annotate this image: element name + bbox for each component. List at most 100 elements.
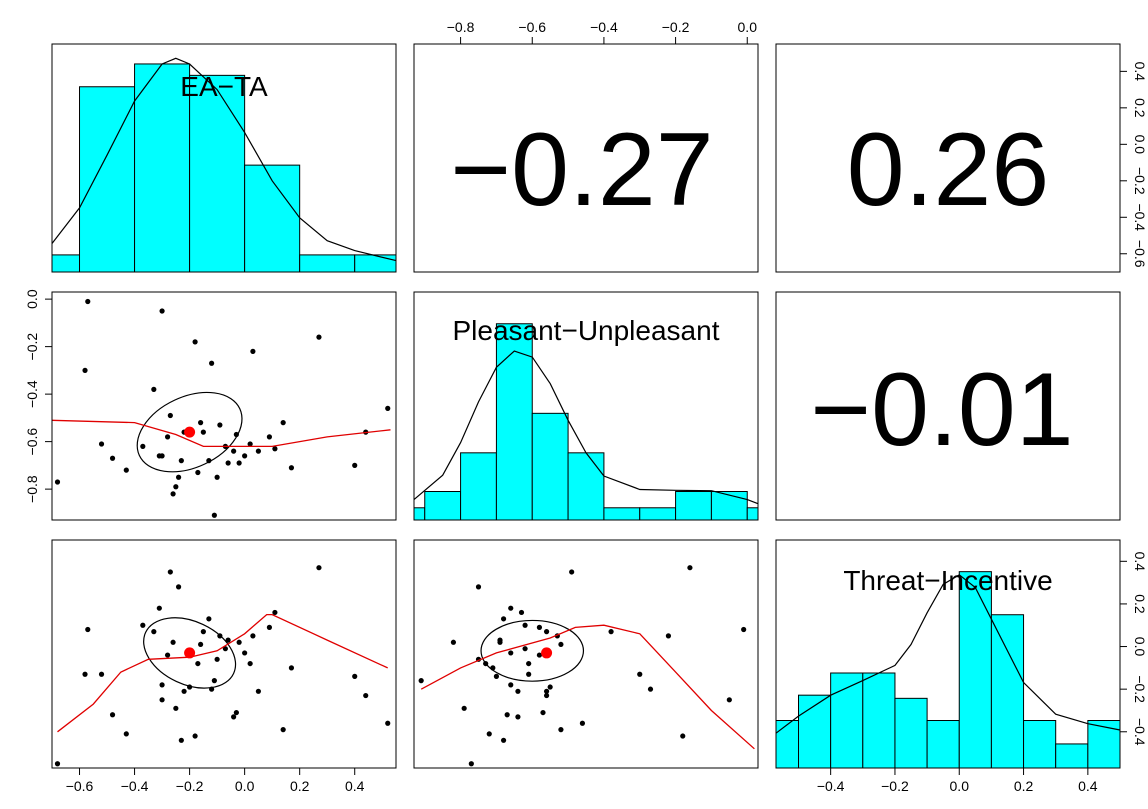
- data-point-th_vs_ea-7: [159, 697, 165, 703]
- variable-label-pleasant-unpleasant: Pleasant−Unpleasant: [453, 315, 720, 346]
- right-axis-ea-ta-tick-label-1: −0.4: [1132, 203, 1148, 231]
- data-point-th_vs_pl-9: [536, 652, 543, 658]
- data-point-th_vs_ea-38: [316, 565, 322, 571]
- left-axis-pleasant-tick-label-2: −0.4: [24, 380, 40, 408]
- histogram-bar-pleasant-9: [710, 491, 748, 521]
- data-point-th_vs_ea-15: [181, 688, 187, 694]
- right-axis-ea-ta-tick-label-2: −0.2: [1132, 167, 1148, 195]
- data-point-th_vs_pl-32: [665, 633, 672, 639]
- axis-layer: −0.8 −0.6 −0.4 −0.2 0.0 −0.6 −0.4 −0.2 0.0 0.2 0.4…: [24, 19, 1148, 794]
- data-point-th_vs_ea-37: [288, 665, 295, 671]
- data-point-th_vs_ea-14: [178, 737, 184, 743]
- data-point-pl_vs_ea-8: [159, 453, 165, 459]
- data-point-pl_vs_ea-0: [85, 298, 91, 305]
- top-axis-pleasant-tick-label-4: 0.0: [738, 19, 758, 35]
- data-point-pl_vs_ea-24: [217, 422, 223, 428]
- data-point-th_vs_pl-27: [515, 714, 521, 720]
- data-point-th_vs_ea-5: [151, 629, 157, 635]
- top-axis-pleasant-tick-label-1: −0.6: [518, 19, 546, 35]
- histogram-ea_ta: [51, 57, 397, 273]
- correlation-ea-ta-pleasant: −0.27: [450, 112, 713, 228]
- correlation-ellipse-th_vs_ea: [143, 617, 237, 689]
- data-point-th_vs_pl-6: [508, 605, 514, 611]
- right-axis-ea-ta-tick-label-5: 0.4: [1132, 62, 1148, 82]
- data-point-th_vs_ea-21: [206, 616, 212, 622]
- data-point-pl_vs_ea-33: [255, 448, 261, 454]
- data-point-th_vs_ea-42: [54, 761, 61, 767]
- data-point-th_vs_pl-22: [418, 678, 424, 684]
- histogram-bar-threat-10: [1087, 720, 1121, 769]
- data-point-th_vs_pl-40: [543, 692, 550, 699]
- histogram-bar-threat-4: [894, 697, 928, 769]
- data-point-pl_vs_ea-1: [98, 441, 105, 447]
- bottom-axis-ea-ta-tick-label-4: 0.2: [290, 778, 310, 794]
- left-axis-pleasant-tick-label-0: −0.8: [24, 475, 40, 503]
- right-axis-threat-tick-label-1: −0.2: [1132, 675, 1148, 703]
- data-point-th_vs_pl-15: [543, 688, 550, 694]
- data-point-th_vs_ea-36: [280, 727, 286, 733]
- data-point-th_vs_pl-1: [526, 671, 532, 677]
- centroid-pl_vs_ea: [184, 426, 196, 438]
- histogram-bar-threat-3: [862, 672, 896, 769]
- data-point-th_vs_ea-4: [140, 622, 146, 628]
- bottom-axis-threat-tick-label-4: 0.4: [1078, 778, 1098, 794]
- data-point-th_vs_ea-17: [192, 733, 198, 739]
- data-point-th_vs_ea-2: [109, 712, 116, 718]
- histogram-bar-pleasant-7: [639, 507, 677, 521]
- data-point-pl_vs_ea-44: [209, 360, 215, 366]
- right-axis-threat-tick-label-4: 0.4: [1132, 552, 1148, 572]
- data-point-th_vs_pl-43: [637, 671, 643, 677]
- left-axis-pleasant-tick-label-1: −0.6: [24, 428, 40, 456]
- right-axis-ea-ta: −0.6 −0.4 −0.2 0.0 0.2 0.4: [1119, 62, 1148, 268]
- data-point-th_vs_pl-19: [558, 641, 564, 648]
- data-point-pl_vs_ea-38: [316, 334, 322, 340]
- data-point-th_vs_pl-41: [579, 720, 586, 726]
- data-point-th_vs_ea-20: [200, 629, 206, 635]
- bottom-axis-ea-ta-tick-label-5: 0.4: [345, 778, 365, 794]
- data-point-th_vs_pl-31: [526, 660, 532, 667]
- left-axis-pleasant: −0.8 −0.6 −0.4 −0.2 0.0: [24, 289, 53, 503]
- loess-line-pl_vs_ea: [51, 419, 391, 448]
- data-point-th_vs_pl-35: [518, 609, 525, 616]
- data-point-pl_vs_ea-17: [192, 339, 198, 345]
- bottom-axis-ea-ta-tick-label-1: −0.4: [121, 778, 149, 794]
- data-point-th_vs_pl-36: [558, 727, 564, 733]
- scatter-layer: [51, 298, 755, 767]
- data-point-pl_vs_ea-31: [247, 441, 253, 447]
- data-point-th_vs_ea-3: [123, 731, 129, 737]
- data-point-pl_vs_ea-13: [175, 474, 182, 480]
- histogram-bar-pleasant-1: [424, 491, 462, 521]
- bottom-axis-threat-tick-label-1: −0.2: [881, 778, 909, 794]
- right-axis-threat-tick-label-2: 0.0: [1132, 637, 1148, 657]
- data-point-th_vs_pl-38: [687, 565, 693, 571]
- data-point-th_vs_pl-25: [522, 646, 528, 652]
- data-point-pl_vs_ea-20: [200, 429, 206, 435]
- loess-line-th_vs_pl: [420, 624, 755, 750]
- data-point-pl_vs_ea-32: [250, 348, 256, 354]
- bottom-axis-threat-tick-label-3: 0.2: [1014, 778, 1034, 794]
- top-axis-pleasant-tick-label-2: −0.4: [590, 19, 618, 35]
- data-point-pl_vs_ea-23: [214, 474, 220, 480]
- right-axis-ea-ta-tick-label-4: 0.2: [1132, 98, 1148, 118]
- data-point-th_vs_ea-18: [195, 660, 201, 667]
- top-axis-pleasant-tick-label-0: −0.8: [447, 19, 475, 35]
- data-point-pl_vs_ea-34: [266, 434, 273, 440]
- data-point-th_vs_pl-4: [522, 622, 528, 628]
- data-point-th_vs_pl-3: [486, 731, 492, 737]
- histogram-bar-threat-6: [958, 571, 992, 769]
- histogram-bar-pleasant-0: [413, 507, 426, 521]
- histogram-bar-pleasant-8: [675, 491, 712, 521]
- histogram-pleasant: [413, 323, 759, 521]
- data-point-th_vs_ea-33: [255, 688, 261, 694]
- data-point-th_vs_ea-11: [170, 639, 176, 645]
- data-point-th_vs_pl-13: [475, 584, 482, 590]
- bottom-axis-ea-ta-tick-label-0: −0.6: [66, 778, 94, 794]
- left-axis-pleasant-tick-label-3: −0.2: [24, 333, 40, 361]
- data-point-th_vs_ea-28: [233, 709, 239, 716]
- histogram-bar-ea_ta-6: [354, 254, 397, 273]
- bottom-axis-ea-ta-tick-label-2: −0.2: [176, 778, 204, 794]
- correlation-ea-ta-threat: 0.26: [847, 112, 1049, 228]
- histogram-bar-ea_ta-5: [299, 254, 356, 273]
- data-point-th_vs_pl-34: [536, 624, 543, 630]
